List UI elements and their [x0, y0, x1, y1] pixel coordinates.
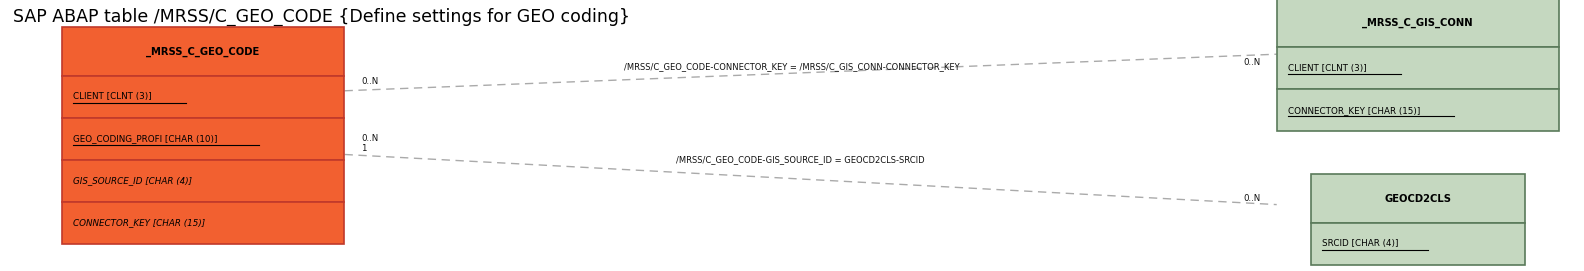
Text: CLIENT [CLNT (3)]: CLIENT [CLNT (3)]: [1288, 64, 1367, 73]
Text: 0..N
1: 0..N 1: [361, 134, 379, 153]
Bar: [1312, 223, 1524, 265]
Bar: [62, 202, 344, 244]
Text: 0..N: 0..N: [1243, 194, 1261, 203]
Bar: [1312, 174, 1524, 223]
Bar: [62, 76, 344, 118]
Text: /MRSS/C_GEO_CODE-CONNECTOR_KEY = /MRSS/C_GIS_CONN-CONNECTOR_KEY: /MRSS/C_GEO_CODE-CONNECTOR_KEY = /MRSS/C…: [624, 62, 960, 71]
Bar: [62, 118, 344, 160]
Text: GIS_SOURCE_ID [CHAR (4)]: GIS_SOURCE_ID [CHAR (4)]: [73, 176, 192, 185]
Text: 0..N: 0..N: [361, 77, 379, 86]
Text: _MRSS_C_GIS_CONN: _MRSS_C_GIS_CONN: [1362, 18, 1473, 28]
Text: CLIENT [CLNT (3)]: CLIENT [CLNT (3)]: [73, 92, 152, 101]
Bar: [1277, 0, 1559, 47]
Text: /MRSS/C_GEO_CODE-GIS_SOURCE_ID = GEOCD2CLS-SRCID: /MRSS/C_GEO_CODE-GIS_SOURCE_ID = GEOCD2C…: [676, 155, 923, 164]
Bar: [62, 27, 344, 76]
Text: SRCID [CHAR (4)]: SRCID [CHAR (4)]: [1321, 239, 1399, 249]
Text: SAP ABAP table /MRSS/C_GEO_CODE {Define settings for GEO coding}: SAP ABAP table /MRSS/C_GEO_CODE {Define …: [13, 8, 630, 26]
Text: GEO_CODING_PROFI [CHAR (10)]: GEO_CODING_PROFI [CHAR (10)]: [73, 134, 217, 143]
Text: GEOCD2CLS: GEOCD2CLS: [1384, 193, 1451, 204]
Text: 0..N: 0..N: [1243, 58, 1261, 67]
Text: CONNECTOR_KEY [CHAR (15)]: CONNECTOR_KEY [CHAR (15)]: [1288, 106, 1421, 115]
Bar: [1277, 89, 1559, 131]
Bar: [1277, 47, 1559, 89]
Bar: [62, 160, 344, 202]
Text: CONNECTOR_KEY [CHAR (15)]: CONNECTOR_KEY [CHAR (15)]: [73, 218, 204, 227]
Text: _MRSS_C_GEO_CODE: _MRSS_C_GEO_CODE: [146, 46, 260, 57]
